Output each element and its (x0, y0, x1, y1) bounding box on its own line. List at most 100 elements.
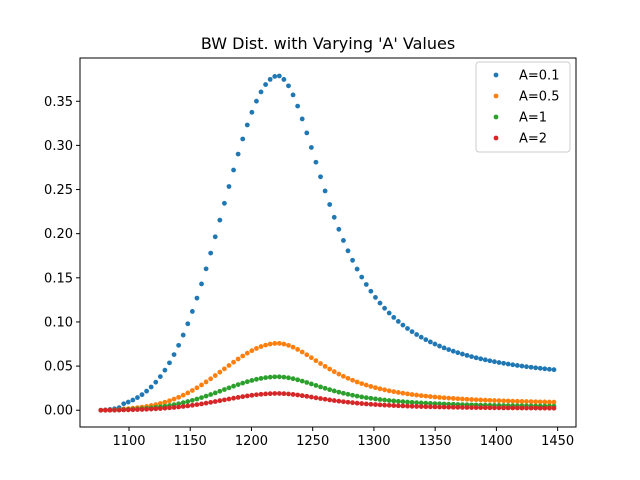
data-point (249, 378, 255, 383)
data-point (537, 405, 543, 411)
data-point (336, 371, 342, 377)
data-point (199, 395, 204, 400)
data-point (189, 309, 195, 314)
data-point (437, 343, 442, 349)
data-point (148, 384, 154, 390)
data-point (492, 359, 497, 365)
data-point (249, 392, 255, 398)
legend-box (475, 61, 571, 153)
data-point (189, 397, 195, 403)
data-point (244, 379, 250, 385)
data-point (171, 352, 177, 357)
data-point (373, 385, 378, 391)
y-tick-label: 0.00 (44, 404, 73, 419)
data-point (226, 385, 232, 391)
data-point (203, 266, 209, 272)
data-point (373, 402, 378, 407)
data-point (414, 392, 420, 398)
data-point (537, 399, 543, 405)
data-point (542, 366, 548, 372)
data-point (322, 363, 328, 369)
data-point (418, 400, 424, 406)
data-point (501, 360, 507, 366)
data-point (496, 360, 502, 365)
data-point (501, 398, 507, 404)
data-point (222, 397, 227, 403)
data-point (473, 405, 479, 410)
data-point (432, 401, 438, 407)
data-point (153, 379, 159, 385)
data-point (295, 103, 301, 109)
y-tick-label: 0.10 (44, 315, 73, 330)
data-point (254, 376, 259, 382)
data-point (546, 366, 552, 372)
data-point (180, 404, 186, 409)
data-point (537, 365, 543, 371)
data-point (212, 234, 218, 240)
data-point (313, 395, 319, 401)
x-tick-label: 1350 (419, 434, 452, 449)
axis-layer: 1100 1150 1200 1250 1300 1350 1400 1450 0.00 0.05… (44, 95, 574, 449)
data-point (514, 405, 520, 411)
legend-marker (493, 93, 499, 99)
data-point (350, 392, 355, 398)
data-point (176, 404, 182, 410)
data-point (345, 248, 351, 254)
data-point (427, 401, 433, 406)
data-point (272, 341, 278, 346)
data-point (254, 346, 259, 351)
data-point (395, 403, 401, 409)
data-point (231, 359, 236, 365)
data-point (276, 391, 282, 396)
data-point (180, 392, 186, 398)
data-point (386, 388, 392, 394)
plot-frame (79, 57, 577, 428)
data-point (377, 300, 383, 306)
data-point (217, 369, 223, 375)
data-point (194, 385, 200, 391)
data-point (336, 398, 342, 404)
y-tick-label: 0.30 (44, 139, 73, 154)
data-point (157, 406, 163, 411)
data-point (345, 399, 351, 405)
data-point (244, 350, 250, 356)
data-point (157, 374, 163, 379)
data-point (231, 395, 236, 401)
data-point (322, 385, 328, 391)
data-point (290, 392, 296, 397)
data-point (240, 353, 246, 359)
data-point (533, 405, 539, 411)
data-point (199, 382, 204, 388)
data-point (267, 374, 273, 380)
data-point (212, 399, 218, 404)
data-point (400, 399, 406, 405)
data-point (162, 405, 168, 411)
data-point (528, 399, 534, 405)
data-point (441, 395, 447, 401)
data-point (304, 352, 310, 358)
data-point (354, 379, 360, 385)
data-point (222, 200, 227, 206)
legend-marker (493, 135, 499, 141)
data-point (450, 404, 456, 410)
data-point (524, 399, 529, 404)
data-point (226, 184, 232, 189)
data-point (167, 360, 172, 366)
data-point (373, 396, 378, 402)
data-point (272, 391, 278, 396)
data-point (281, 77, 287, 82)
data-point (409, 399, 415, 405)
data-point (359, 394, 365, 400)
data-point (194, 396, 200, 402)
data-point (368, 384, 374, 389)
data-point (295, 392, 301, 398)
data-point (322, 396, 328, 402)
data-point (423, 337, 429, 343)
data-point (482, 357, 488, 363)
data-point (308, 145, 314, 150)
data-point (482, 405, 488, 411)
data-point (533, 399, 539, 405)
data-point (414, 404, 420, 409)
data-point (304, 393, 310, 399)
data-point (363, 382, 369, 388)
